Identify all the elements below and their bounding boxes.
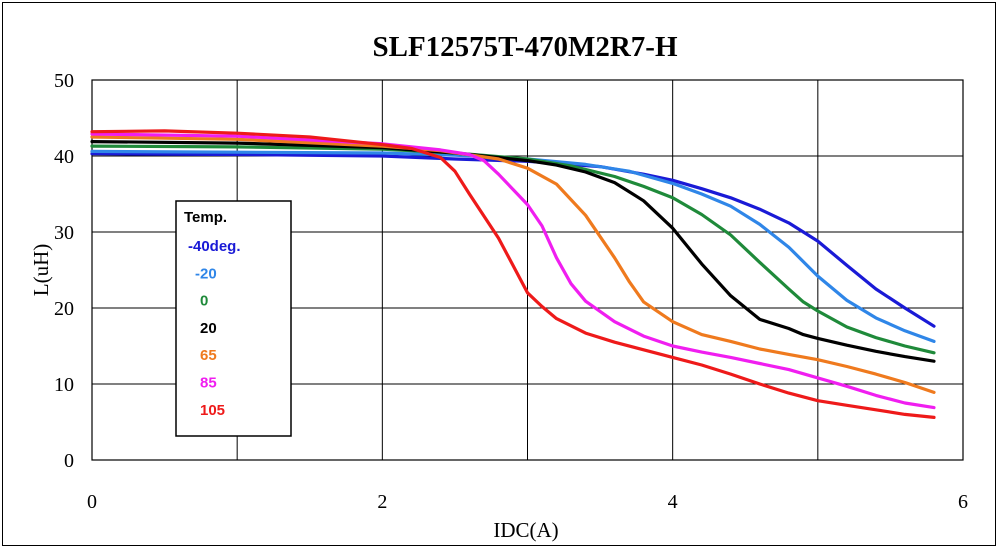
y-tick-label: 10: [54, 374, 74, 396]
x-tick-label: 6: [958, 491, 968, 513]
y-tick-label: 0: [64, 450, 74, 472]
series-line-105: [90, 129, 936, 419]
series-line-85: [90, 132, 936, 410]
x-axis-label: IDC(A): [493, 518, 558, 542]
legend-entry: 0: [200, 293, 208, 310]
legend-entry: 65: [200, 347, 217, 364]
legend-box: [175, 200, 292, 437]
legend-entry: 85: [200, 375, 217, 392]
legend-entry: -40deg.: [188, 238, 241, 255]
axis-ticks: 0 2 4 6 0 10 20 30 40 50: [54, 70, 968, 513]
y-tick-label: 40: [54, 146, 74, 168]
y-axis-label: L(uH): [29, 244, 53, 296]
legend-entry: -20: [195, 265, 217, 282]
series-line-40deg: [90, 152, 936, 328]
legend: Temp. -40deg. -20 0 20 65 85 105: [175, 200, 292, 437]
y-tick-label: 20: [54, 298, 74, 320]
series-lines: [90, 129, 936, 419]
legend-entry: 105: [200, 402, 225, 419]
legend-title: Temp.: [184, 209, 227, 226]
x-tick-label: 2: [377, 491, 387, 513]
x-tick-label: 0: [87, 491, 97, 513]
chart-title: SLF12575T-470M2R7-H: [372, 31, 677, 63]
x-tick-label: 4: [668, 491, 678, 513]
y-tick-label: 30: [54, 222, 74, 244]
legend-entry: 20: [200, 320, 217, 337]
y-tick-label: 50: [54, 70, 74, 92]
